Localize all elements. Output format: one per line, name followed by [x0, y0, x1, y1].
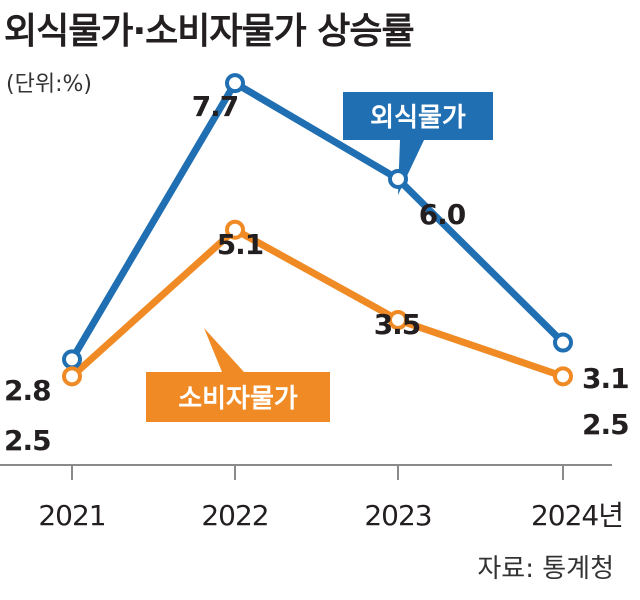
series-tag: [343, 92, 493, 140]
data-label: 2.5: [4, 424, 51, 457]
series-tag-pointer: [204, 328, 244, 372]
data-label: 5.1: [217, 228, 264, 261]
x-tick-label: 2023: [364, 499, 431, 532]
series-tag-label: 소비자물가: [178, 384, 298, 414]
data-label: 3.5: [374, 308, 421, 341]
data-label: 6.0: [419, 198, 466, 231]
data-label: 2.8: [4, 374, 51, 407]
data-point: [225, 73, 245, 94]
data-point: [388, 168, 408, 189]
data-label: 2.5: [582, 408, 629, 441]
source-label: 자료: 통계청: [477, 554, 614, 584]
data-point: [553, 332, 573, 353]
series-line-1: [68, 79, 567, 363]
data-point: [62, 366, 82, 387]
chart-title: 외식물가·소비자물가 상승률: [4, 11, 415, 52]
data-label: 7.7: [192, 90, 239, 123]
unit-label: (단위:%): [6, 72, 92, 97]
series-line-2: [68, 226, 567, 380]
series-tag: [146, 372, 330, 422]
data-point: [553, 366, 573, 387]
x-tick-label: 2022: [201, 499, 268, 532]
data-point: [62, 349, 82, 370]
x-tick-label: 2021: [38, 499, 105, 532]
x-tick-label: 2024년: [531, 499, 623, 532]
data-label: 3.1: [582, 362, 629, 395]
data-point: [388, 309, 408, 330]
series-tag-label: 외식물가: [370, 103, 466, 133]
data-point: [225, 219, 245, 240]
